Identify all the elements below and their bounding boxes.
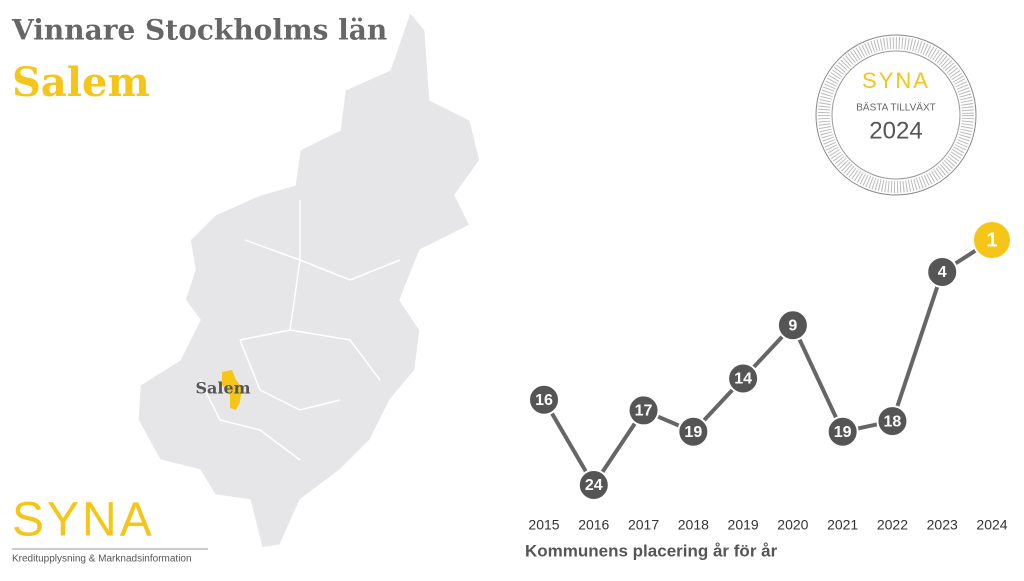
badge-name: SYNA — [862, 68, 930, 93]
logo-name: SYNA — [12, 494, 155, 547]
data-label: 17 — [635, 403, 653, 420]
data-point — [876, 405, 909, 438]
badge-ring — [818, 37, 974, 193]
x-tick-label: 2020 — [777, 517, 808, 533]
x-tick-label: 2024 — [976, 517, 1007, 533]
data-point — [972, 220, 1012, 260]
data-label: 4 — [938, 264, 947, 281]
map-region — [137, 10, 481, 549]
data-label: 9 — [788, 317, 797, 334]
map-highlight — [222, 370, 242, 410]
title: Vinnare Stockholms län — [11, 14, 387, 47]
data-point — [577, 469, 610, 501]
x-tick-label: 2018 — [678, 517, 709, 533]
x-tick-label: 2021 — [827, 517, 858, 533]
badge-caption: BÄSTA TILLVÄXT — [856, 102, 935, 114]
logo: SYNA Kreditupplysning & Marknadsinformat… — [12, 494, 208, 565]
x-axis-title: Kommunens placering år för år — [525, 541, 778, 560]
series-line — [542, 238, 994, 489]
data-label: 14 — [734, 371, 752, 388]
badge-year: 2024 — [869, 117, 922, 144]
data-point — [627, 394, 660, 427]
x-tick-label: 2022 — [877, 517, 908, 533]
data-point — [528, 383, 560, 416]
data-label: 16 — [535, 392, 553, 409]
badge: SYNA BÄSTA TILLVÄXT 2024 — [815, 34, 977, 196]
badge-inner — [831, 50, 961, 180]
x-tick-label: 2017 — [628, 517, 659, 533]
data-point — [776, 309, 809, 342]
data-point — [727, 362, 760, 395]
data-label: 19 — [684, 424, 702, 441]
data-label: 18 — [884, 413, 902, 430]
x-tick-label: 2016 — [578, 517, 609, 533]
data-point — [826, 415, 859, 448]
x-tick-label: 2023 — [927, 517, 958, 533]
subtitle: Salem — [12, 59, 150, 106]
map: Salem — [137, 10, 481, 549]
logo-tagline: Kreditupplysning & Marknadsinformation — [12, 554, 192, 565]
x-tick-label: 2015 — [528, 517, 559, 533]
data-label: 19 — [834, 424, 852, 441]
data-label: 24 — [585, 477, 603, 494]
map-label: Salem — [195, 379, 250, 398]
map-borders — [199, 200, 401, 461]
data-point — [677, 415, 710, 448]
data-point — [926, 255, 959, 288]
data-label: 1 — [986, 229, 997, 251]
x-tick-label: 2019 — [728, 517, 759, 533]
